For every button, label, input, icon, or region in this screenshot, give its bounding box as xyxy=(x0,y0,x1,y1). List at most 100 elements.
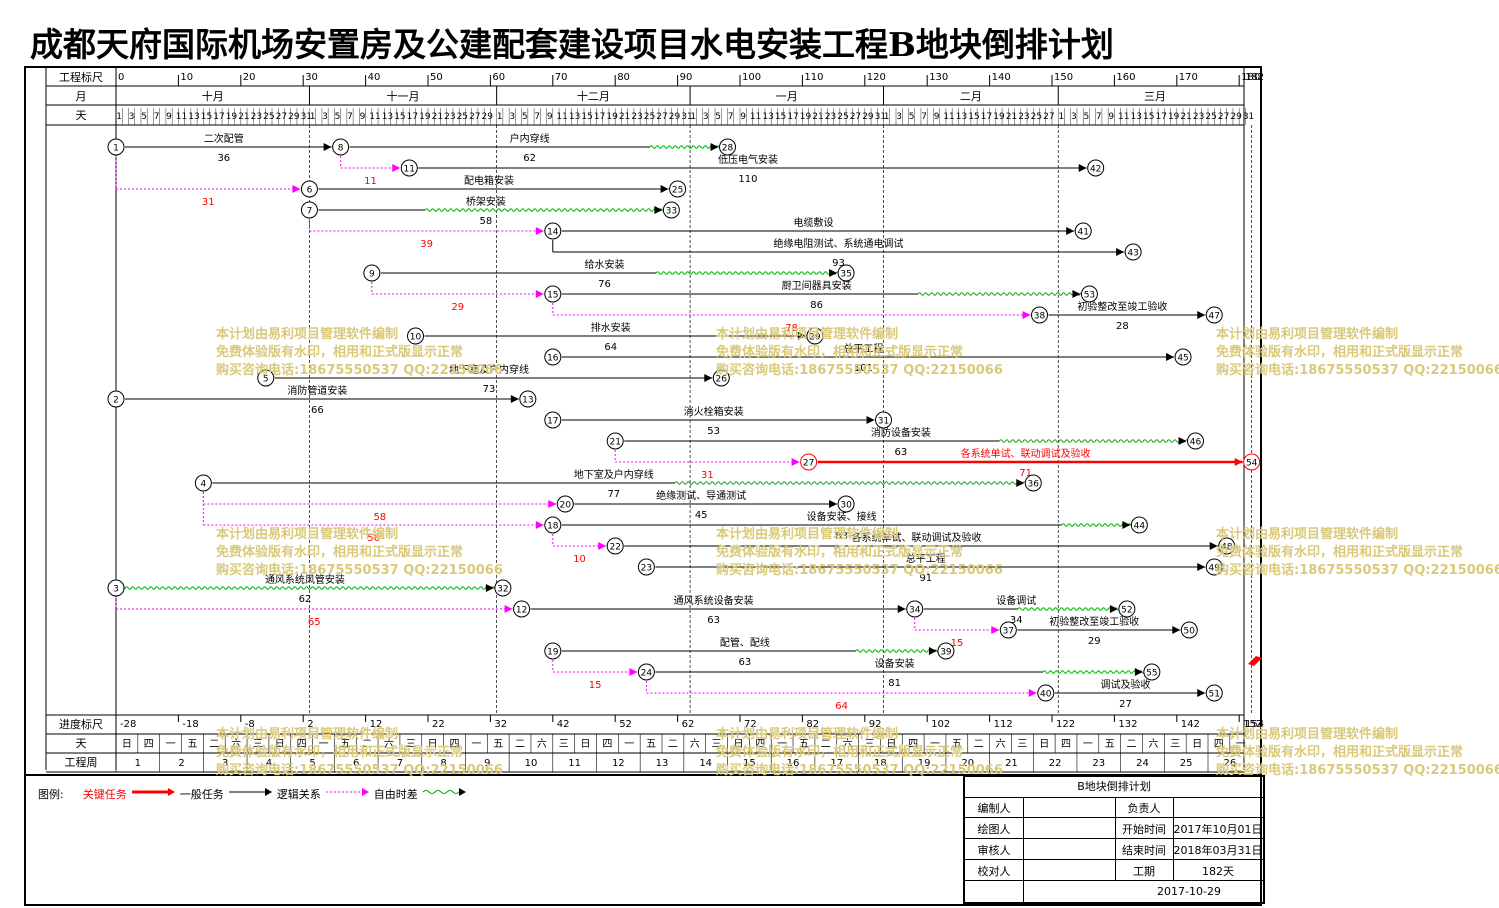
day-number: 21 xyxy=(812,112,823,122)
event-node-id: 8 xyxy=(338,144,344,154)
progress-tick-label: -28 xyxy=(120,719,136,730)
progress-tick-label: 2 xyxy=(307,719,313,730)
scale-tick-label: 20 xyxy=(243,72,256,83)
task-name: 桥架安装 xyxy=(466,195,506,208)
reviewer-label: 审核人 xyxy=(977,844,1011,857)
task-duration: 110 xyxy=(738,174,757,185)
week-number: 14 xyxy=(699,758,712,769)
event-node xyxy=(257,369,275,387)
task-name: 配管、配线 xyxy=(720,636,770,649)
legend-free-arrow xyxy=(422,788,467,796)
weekday-cell: 五 xyxy=(493,739,503,750)
day-number: 11 xyxy=(369,112,380,122)
arrow-head xyxy=(1172,626,1181,634)
day-number: 31 xyxy=(1243,112,1254,122)
day-number: 3 xyxy=(896,112,902,122)
arrow-head xyxy=(866,416,875,424)
day-number: 23 xyxy=(251,112,262,122)
row-divider xyxy=(965,838,1263,839)
event-node-id: 30 xyxy=(840,501,852,511)
event-node xyxy=(1024,474,1042,492)
event-node xyxy=(712,369,730,387)
info-table-title: B地块倒排计划 xyxy=(965,777,1263,798)
weekday-cell: 一 xyxy=(624,739,634,750)
event-node xyxy=(662,201,680,219)
free-float-value: 11 xyxy=(364,176,377,187)
day-number: 9 xyxy=(360,112,366,122)
task-duration: 36 xyxy=(217,153,230,164)
progress-tick-label: 52 xyxy=(619,719,632,730)
event-node-id: 18 xyxy=(547,522,559,532)
event-node-id: 2 xyxy=(113,396,119,406)
event-node-id: 24 xyxy=(641,669,653,679)
week-number: 4 xyxy=(266,758,272,769)
info-table-body: 编制人 负责人 绘图人 开始时间 2017年10月01日 审核人 结束时间 20… xyxy=(965,797,1263,902)
week-number: 9 xyxy=(484,758,490,769)
arrow-head xyxy=(660,185,669,193)
responsible-label: 负责人 xyxy=(1127,802,1161,815)
day-number: 19 xyxy=(800,112,812,122)
event-node xyxy=(1037,684,1055,702)
event-node xyxy=(107,138,125,156)
event-node xyxy=(906,600,924,618)
event-node xyxy=(637,663,655,681)
event-node-id: 14 xyxy=(547,228,559,238)
free-float-value: 65 xyxy=(308,617,321,628)
legend-normal-label: 一般任务 xyxy=(179,788,224,801)
event-node xyxy=(837,495,855,513)
progress-scale-label: 进度标尺 xyxy=(59,717,103,731)
progress-tick-label: 102 xyxy=(931,719,950,730)
row-divider xyxy=(965,880,1263,881)
slack-wave xyxy=(1042,670,1146,674)
free-float-value: 31 xyxy=(202,197,215,208)
task-duration: 77 xyxy=(607,489,620,500)
event-node-id: 43 xyxy=(1127,249,1138,259)
day-number: 13 xyxy=(569,112,580,122)
day-number: 9 xyxy=(934,112,940,122)
event-node-id: 25 xyxy=(672,186,683,196)
free-float-value: 10 xyxy=(573,554,586,565)
event-node xyxy=(332,138,350,156)
arrow-head xyxy=(791,458,800,466)
event-node xyxy=(1205,558,1223,576)
event-node-id: 19 xyxy=(547,648,559,658)
month-name: 十一月 xyxy=(387,89,420,103)
legend-logic-arrow xyxy=(326,788,370,796)
day-number: 15 xyxy=(394,112,405,122)
weekday-cell: 日 xyxy=(275,739,285,750)
day-number: 9 xyxy=(547,112,553,122)
legend-frame xyxy=(24,774,1262,906)
day-number: 15 xyxy=(968,112,979,122)
week-number: 7 xyxy=(397,758,403,769)
day-number: 29 xyxy=(862,112,874,122)
event-node xyxy=(1031,306,1049,324)
week-number: 26 xyxy=(1223,758,1236,769)
event-node-id: 39 xyxy=(940,648,952,658)
event-node-id: 20 xyxy=(560,501,572,511)
event-node-id: 34 xyxy=(909,606,921,616)
task-name: 消火栓箱安装 xyxy=(684,405,744,418)
arrow-head xyxy=(510,395,519,403)
weekday-cell: 六 xyxy=(384,738,394,750)
arrow-head xyxy=(1066,227,1075,235)
arrow-head xyxy=(1197,311,1206,319)
event-node xyxy=(513,600,531,618)
arrow-head xyxy=(323,143,332,151)
event-node-id: 54 xyxy=(1246,459,1258,469)
week-number: 23 xyxy=(1092,758,1105,769)
day-number: 31 xyxy=(681,112,692,122)
week-number: 8 xyxy=(440,758,446,769)
legend-normal-arrow xyxy=(229,788,273,796)
task-duration: 76 xyxy=(598,279,611,290)
event-node xyxy=(544,222,562,240)
event-node-id: 36 xyxy=(1028,480,1040,490)
task-name: 各系统单试、联动调试及验收 xyxy=(851,531,981,544)
arrow-head xyxy=(1166,353,1175,361)
week-number: 24 xyxy=(1136,758,1149,769)
slack-wave xyxy=(917,292,1087,296)
task-duration: 45 xyxy=(695,510,708,521)
slack-wave xyxy=(112,586,498,590)
week-number: 21 xyxy=(1005,758,1018,769)
day-number: 7 xyxy=(154,112,160,122)
event-node xyxy=(875,411,893,429)
